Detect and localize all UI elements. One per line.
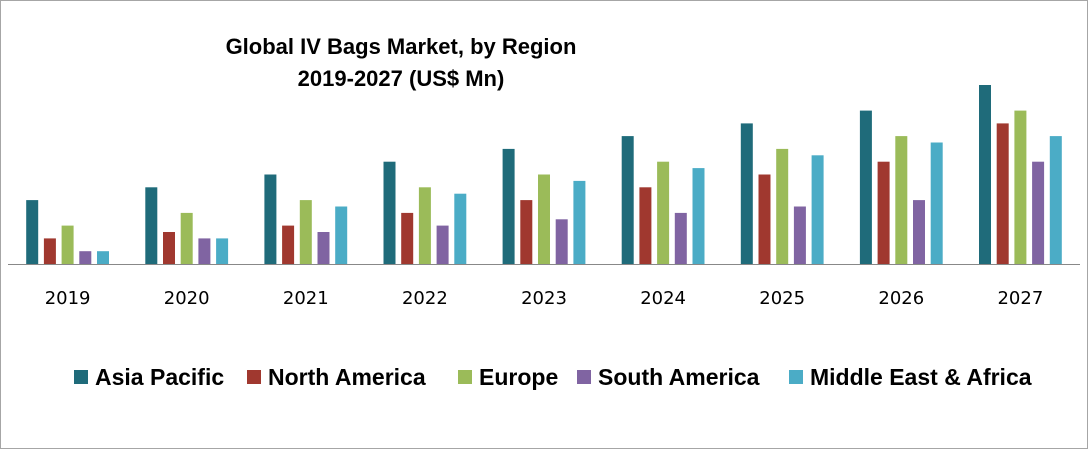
bar-south-america-2027 [1032, 161, 1045, 264]
bar-asia-pacific-2025 [740, 123, 753, 265]
bar-asia-pacific-2019 [26, 200, 39, 264]
bar-europe-2027 [1014, 110, 1027, 264]
legend-item-south-america: South America [577, 360, 759, 394]
x-tick-label: 2025 [759, 288, 805, 309]
bar-north-america-2025 [758, 174, 771, 264]
bar-middle-east-africa-2026 [930, 142, 943, 264]
bar-south-america-2020 [198, 238, 211, 264]
bar-asia-pacific-2026 [859, 110, 872, 264]
bar-europe-2021 [299, 200, 312, 264]
bar-south-america-2026 [913, 200, 925, 264]
bar-europe-2024 [657, 161, 670, 264]
legend-item-asia-pacific: Asia Pacific [74, 360, 224, 394]
bar-south-america-2022 [436, 225, 449, 264]
bar-north-america-2026 [877, 161, 890, 264]
bar-south-america-2023 [555, 219, 568, 265]
x-tick-label: 2022 [402, 288, 448, 309]
legend-label: Europe [479, 363, 559, 390]
legend-item-europe: Europe [458, 360, 558, 394]
bar-asia-pacific-2022 [383, 161, 396, 264]
bar-asia-pacific-2027 [979, 85, 991, 264]
legend-label: Middle East & Africa [810, 363, 1032, 390]
x-tick-label: 2019 [45, 288, 91, 309]
bar-asia-pacific-2020 [145, 187, 158, 264]
bar-middle-east-africa-2024 [692, 168, 705, 264]
legend-label: South America [598, 363, 760, 390]
legend-item-north-america: North America [247, 360, 426, 394]
legend-item-middle-east-africa: Middle East & Africa [789, 360, 1032, 394]
x-tick-label: 2027 [997, 288, 1043, 309]
x-tick-label: 2026 [878, 288, 924, 309]
bar-north-america-2023 [520, 200, 533, 264]
legend-swatch [458, 370, 472, 384]
bar-north-america-2024 [639, 187, 652, 264]
bar-middle-east-africa-2019 [97, 251, 109, 264]
bar-europe-2023 [538, 174, 550, 264]
chart-legend: Asia Pacific North America Europe South Ame… [0, 360, 1088, 394]
legend-swatch [74, 370, 88, 384]
bar-north-america-2022 [401, 212, 414, 264]
legend-swatch [247, 370, 261, 384]
legend-swatch [789, 370, 803, 384]
bar-south-america-2025 [793, 206, 806, 264]
bar-europe-2020 [180, 212, 193, 264]
bar-north-america-2021 [282, 225, 295, 264]
x-tick-label: 2021 [283, 288, 329, 309]
x-tick-label: 2024 [640, 288, 686, 309]
x-tick-label: 2023 [521, 288, 567, 309]
bar-middle-east-africa-2022 [454, 193, 467, 264]
bar-chart-plot: 2019 2020 2021 2022 2023 2024 2025 2026 2027 [8, 85, 1080, 309]
chart-title: Global IV Bags Market, by Region 2019-20… [201, 31, 601, 95]
bar-middle-east-africa-2027 [1049, 136, 1062, 264]
bar-south-america-2019 [79, 251, 92, 264]
bar-north-america-2027 [996, 123, 1009, 265]
bar-middle-east-africa-2020 [216, 238, 229, 264]
bar-europe-2025 [776, 148, 789, 264]
chart-title-line-2: 2019-2027 (US$ Mn) [297, 66, 505, 91]
bar-north-america-2020 [163, 232, 175, 264]
legend-label: Asia Pacific [95, 363, 225, 390]
bar-asia-pacific-2023 [502, 148, 515, 264]
legend-swatch [577, 370, 591, 384]
bar-middle-east-africa-2021 [335, 206, 348, 264]
bar-europe-2022 [418, 187, 431, 264]
legend-label: North America [268, 363, 426, 390]
bar-south-america-2021 [317, 232, 330, 264]
bar-north-america-2019 [43, 238, 56, 264]
bar-asia-pacific-2024 [621, 136, 634, 264]
chart-title-line-1: Global IV Bags Market, by Region [225, 34, 577, 59]
bar-middle-east-africa-2023 [573, 180, 586, 264]
bar-europe-2026 [895, 136, 908, 264]
bar-south-america-2024 [674, 212, 687, 264]
bar-middle-east-africa-2025 [811, 155, 824, 264]
bar-asia-pacific-2021 [264, 174, 277, 264]
bar-europe-2019 [61, 225, 74, 264]
x-tick-label: 2020 [164, 288, 210, 309]
